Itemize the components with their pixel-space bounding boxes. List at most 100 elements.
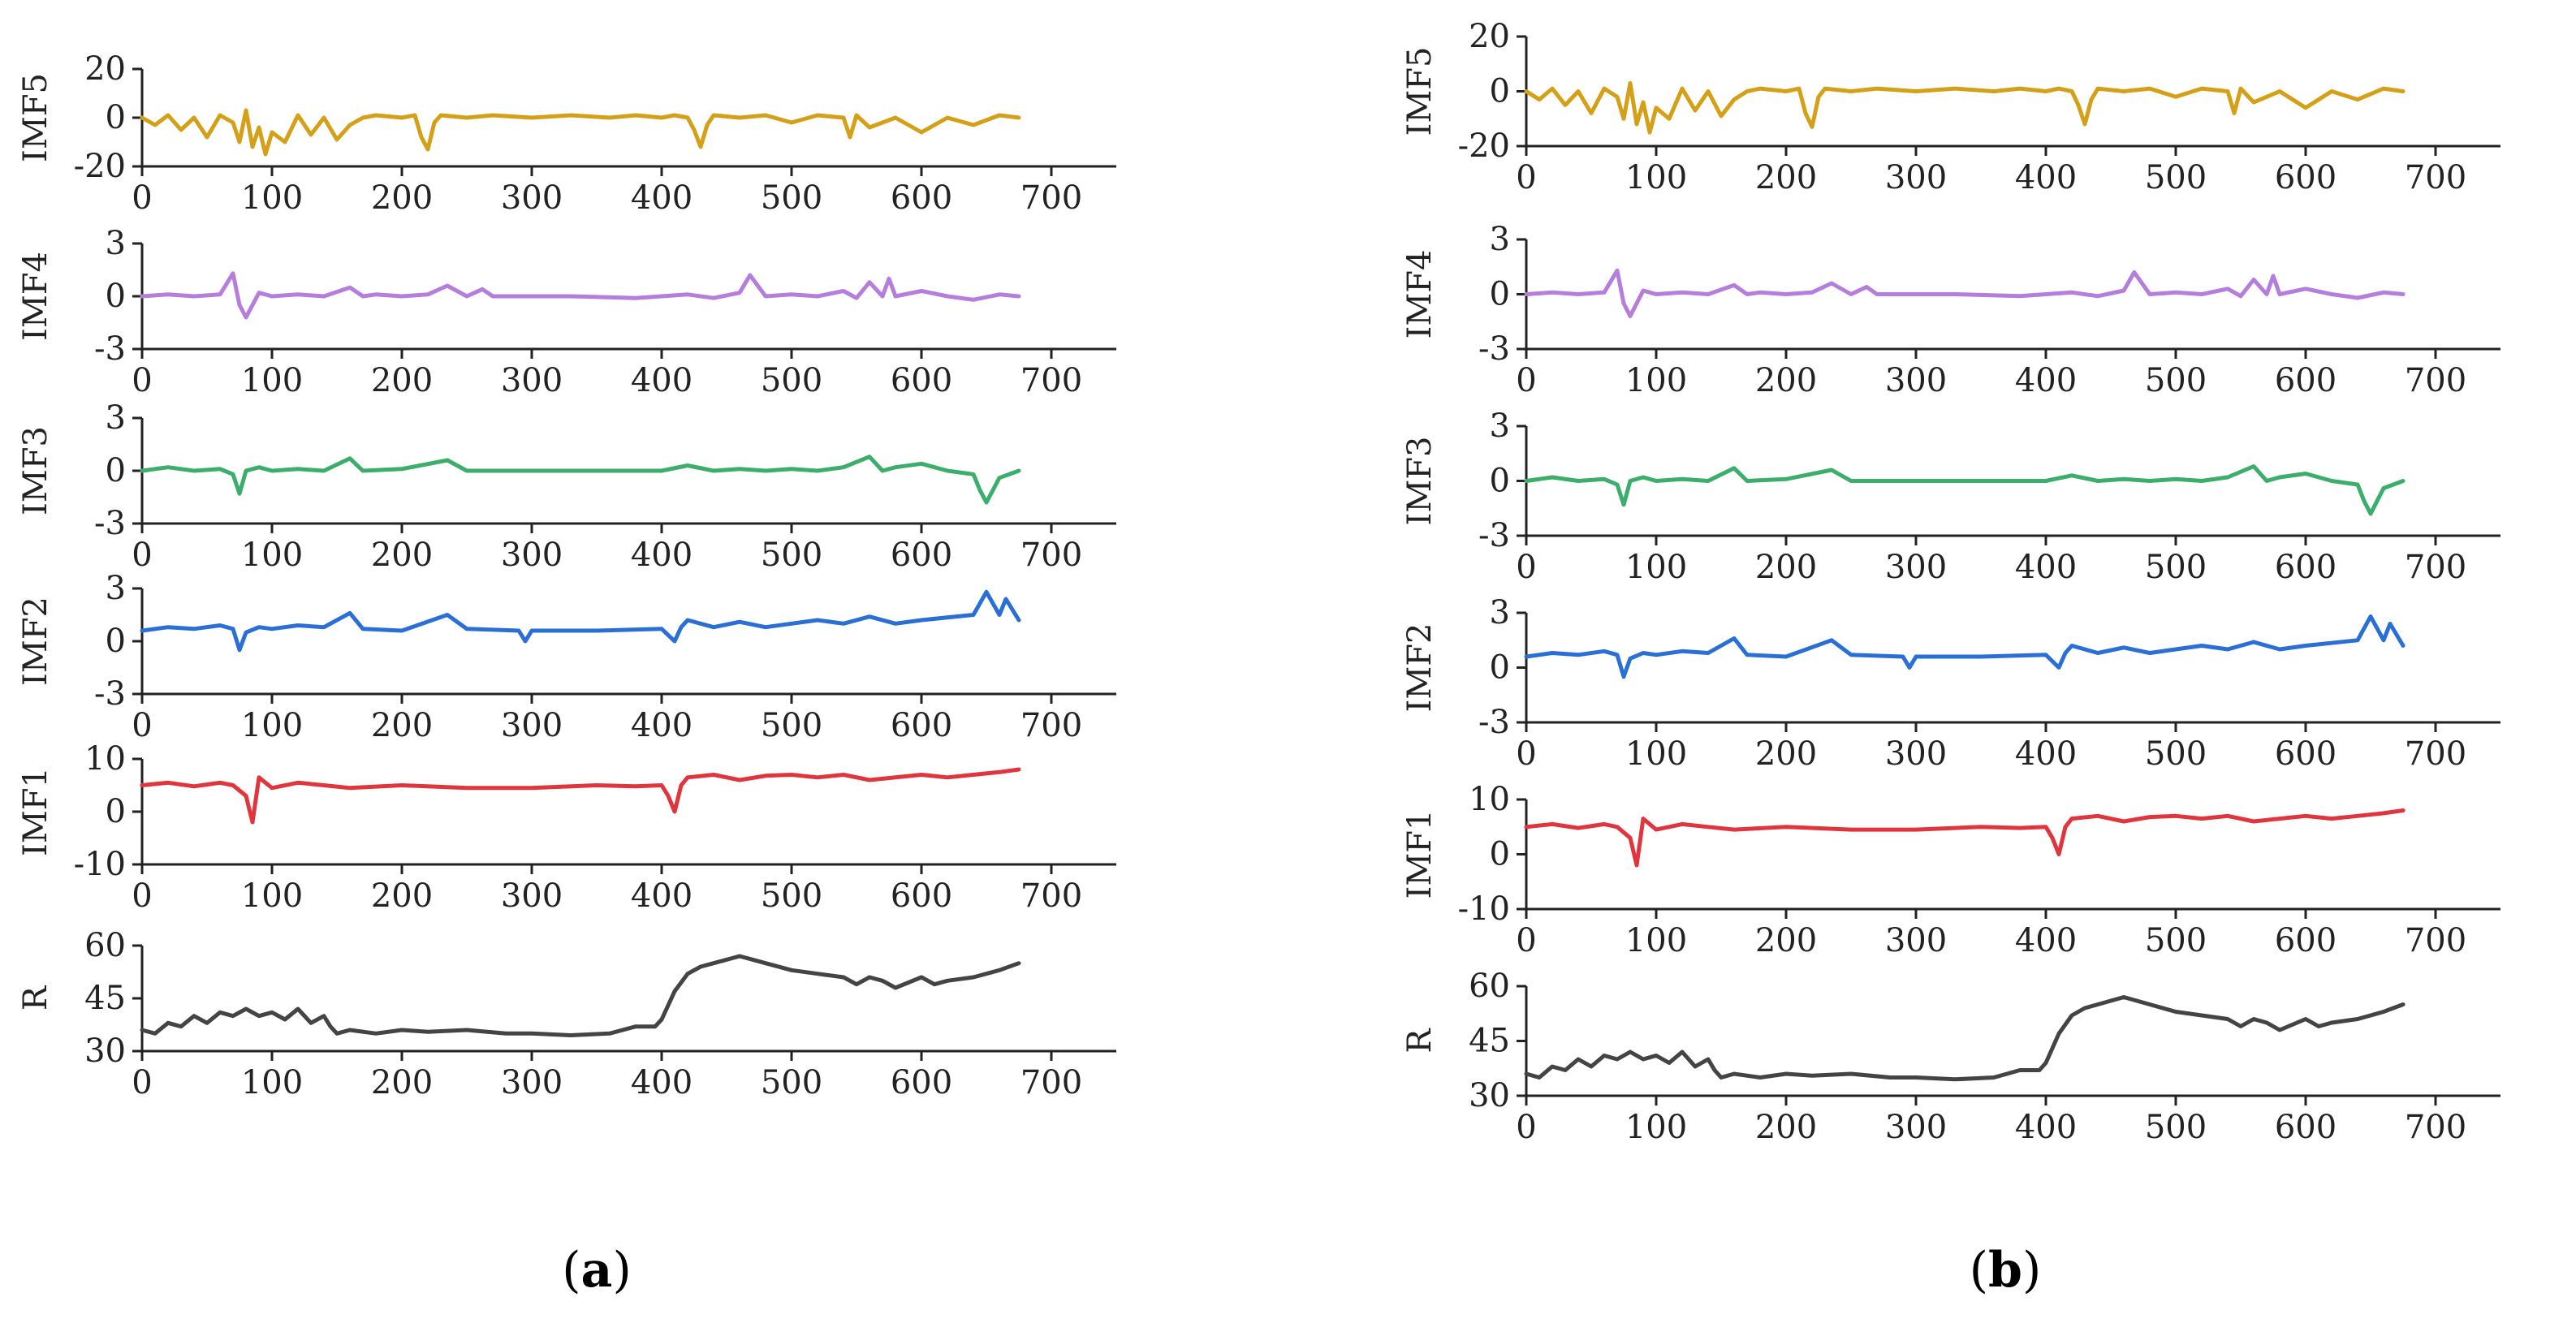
series-line-imf3 — [140, 455, 1021, 505]
x-tick-label: 300 — [501, 537, 563, 574]
x-tick-label: 200 — [1755, 362, 1817, 399]
series-line-imf1 — [1524, 808, 2406, 868]
panel-caption: (a) — [562, 1242, 632, 1299]
x-tick-label: 700 — [2405, 159, 2466, 196]
x-tick-label: 300 — [1885, 549, 1947, 586]
y-tick-label: -10 — [74, 846, 126, 883]
series-line-imf2 — [1524, 614, 2406, 679]
caption-open-paren: ( — [1970, 1242, 1988, 1299]
series-line-imf2 — [140, 589, 1021, 653]
y-tick-label: -3 — [1478, 330, 1510, 368]
x-tick-label: 700 — [1020, 707, 1082, 744]
x-tick-label: 500 — [2145, 362, 2207, 399]
x-tick-label: 600 — [891, 179, 952, 217]
x-tick-label: 0 — [1516, 735, 1536, 773]
series-line-imf4 — [140, 271, 1021, 320]
x-tick-label: 500 — [2145, 1109, 2207, 1146]
x-tick-label: 0 — [132, 707, 152, 744]
x-tick-label: 700 — [2405, 362, 2466, 399]
caption-letter: a — [581, 1242, 613, 1299]
x-tick-label: 300 — [501, 877, 563, 915]
x-tick-label: 700 — [1020, 537, 1082, 574]
x-tick-label: 300 — [1885, 362, 1947, 399]
y-tick-label: 20 — [1469, 18, 1510, 55]
series-line-imf4 — [1524, 268, 2406, 318]
x-tick-label: 600 — [2275, 362, 2337, 399]
x-tick-label: 700 — [1020, 1064, 1082, 1101]
series-line-imf5 — [1524, 80, 2406, 135]
x-tick-label: 500 — [2145, 922, 2207, 959]
x-tick-label: 300 — [1885, 1109, 1947, 1146]
y-tick-label: 10 — [84, 740, 126, 778]
x-tick-label: 400 — [631, 1064, 693, 1101]
x-tick-label: 200 — [371, 707, 433, 744]
y-tick-label: 0 — [1490, 276, 1510, 313]
y-tick-label: 0 — [106, 278, 126, 315]
x-tick-label: 300 — [1885, 922, 1947, 959]
y-axis-label: IMF5 — [17, 73, 54, 162]
y-tick-label: 0 — [1490, 73, 1510, 110]
x-tick-label: 300 — [501, 707, 563, 744]
y-axis-label: IMF4 — [1401, 250, 1439, 339]
x-tick-label: 700 — [2405, 1109, 2466, 1146]
y-tick-label: 3 — [1490, 221, 1510, 258]
x-tick-label: 400 — [2015, 922, 2077, 959]
y-tick-label: 10 — [1469, 781, 1510, 818]
x-tick-label: 400 — [631, 537, 693, 574]
x-tick-label: 600 — [891, 537, 952, 574]
x-tick-label: 300 — [1885, 159, 1947, 196]
y-tick-label: -20 — [74, 148, 126, 185]
y-tick-label: 3 — [1490, 407, 1510, 445]
y-tick-label: 0 — [1490, 836, 1510, 873]
caption-letter: b — [1988, 1242, 2022, 1299]
y-tick-label: -3 — [94, 330, 126, 368]
y-tick-label: 3 — [106, 399, 126, 437]
series-line-r — [140, 954, 1021, 1037]
x-tick-label: 200 — [1755, 922, 1817, 959]
y-tick-label: 3 — [106, 570, 126, 607]
x-tick-label: 300 — [501, 362, 563, 399]
x-tick-label: 400 — [631, 707, 693, 744]
x-tick-label: 200 — [1755, 1109, 1817, 1146]
x-tick-label: 0 — [1516, 1109, 1536, 1146]
y-tick-label: -3 — [1478, 517, 1510, 554]
x-tick-label: 500 — [2145, 159, 2207, 196]
y-tick-label: 45 — [84, 980, 126, 1017]
y-tick-label: 20 — [84, 50, 126, 88]
x-tick-label: 500 — [2145, 735, 2207, 773]
y-tick-label: 60 — [1469, 968, 1510, 1005]
x-tick-label: 600 — [2275, 735, 2337, 773]
x-tick-label: 300 — [501, 1064, 563, 1101]
y-tick-label: -10 — [1458, 890, 1510, 928]
x-tick-label: 0 — [1516, 362, 1536, 399]
x-tick-label: 100 — [1625, 735, 1687, 773]
x-tick-label: 100 — [241, 877, 303, 915]
x-tick-label: 100 — [241, 179, 303, 217]
x-tick-label: 100 — [1625, 159, 1687, 196]
x-tick-label: 700 — [1020, 179, 1082, 217]
x-tick-label: 400 — [2015, 1109, 2077, 1146]
y-axis-label: IMF4 — [17, 252, 54, 341]
x-tick-label: 500 — [761, 362, 822, 399]
x-tick-label: 200 — [1755, 159, 1817, 196]
x-tick-label: 400 — [2015, 735, 2077, 773]
y-axis-label: IMF2 — [1401, 623, 1439, 713]
x-tick-label: 400 — [631, 362, 693, 399]
x-tick-label: 100 — [1625, 922, 1687, 959]
x-tick-label: 200 — [371, 179, 433, 217]
y-tick-label: 0 — [1490, 463, 1510, 500]
caption-open-paren: ( — [562, 1242, 580, 1299]
x-tick-label: 600 — [891, 877, 952, 915]
y-axis-label: IMF1 — [17, 767, 54, 856]
x-tick-label: 0 — [132, 1064, 152, 1101]
y-tick-label: 30 — [1469, 1077, 1510, 1114]
x-tick-label: 700 — [2405, 549, 2466, 586]
y-tick-label: 0 — [106, 99, 126, 136]
x-tick-label: 0 — [1516, 159, 1536, 196]
